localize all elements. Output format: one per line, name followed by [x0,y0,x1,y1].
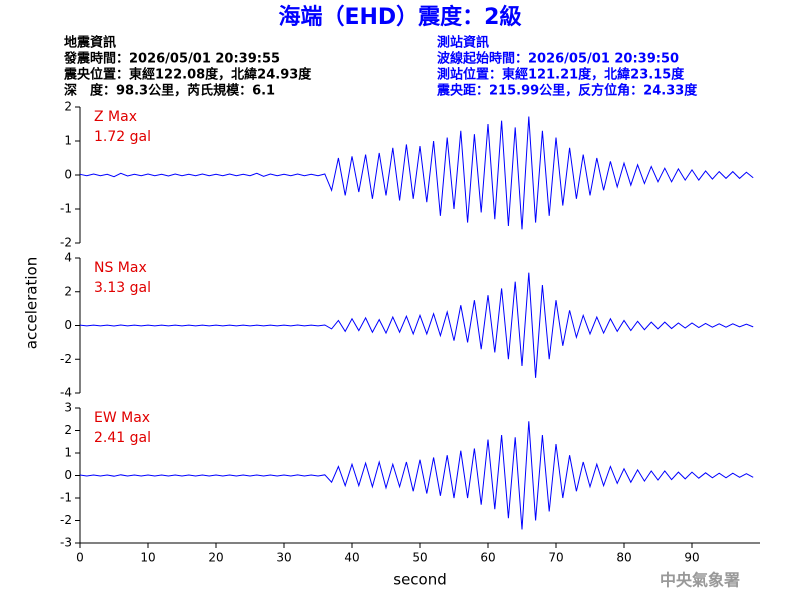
y-tick-label: 1 [64,446,72,460]
x-tick-label: 80 [616,551,631,565]
y-axis-label: acceleration [23,257,41,349]
x-tick-label: 40 [344,551,359,565]
x-tick-label: 30 [276,551,291,565]
info-line: 震央距：215.99公里，反方位角：24.33度 [436,83,698,99]
y-tick-label: -3 [60,536,72,550]
max-label: NS Max [94,260,147,276]
x-tick-label: 10 [140,551,155,565]
max-value: 1.72 gal [94,129,151,145]
waveform [79,116,754,230]
y-tick-label: -1 [60,491,72,505]
info-line: 深 度：98.3公里，芮氏規模：6.1 [64,83,275,99]
station-info: 測站資訊 波線起始時間：2026/05/01 20:39:50 測站位置：東經1… [436,35,698,99]
info-line: 波線起始時間：2026/05/01 20:39:50 [437,51,679,67]
y-tick-label: 2 [64,100,72,114]
info-line: 震央位置：東經122.08度，北緯24.93度 [63,67,312,83]
x-axis-label: second [393,571,447,589]
x-tick-label: 20 [208,551,223,565]
y-tick-label: -2 [60,513,72,527]
y-tick-label: 2 [64,423,72,437]
y-tick-label: 0 [64,468,72,482]
y-tick-label: 2 [64,284,72,298]
waveform [79,272,754,378]
max-value: 2.41 gal [94,430,151,446]
y-tick-label: 3 [64,401,72,415]
x-tick-label: 0 [76,551,84,565]
y-tick-label: 0 [64,318,72,332]
waveform [79,421,754,530]
info-line: 發震時間：2026/05/01 20:39:55 [63,51,280,67]
max-label: EW Max [94,410,150,426]
title: 海端（EHD）震度：2級 [278,4,521,30]
x-tick-label: 60 [480,551,495,565]
y-tick-label: -4 [60,386,72,400]
event-info: 地震資訊 發震時間：2026/05/01 20:39:55 震央位置：東經122… [63,35,312,99]
y-tick-label: 0 [64,168,72,182]
y-tick-label: -1 [60,202,72,216]
max-value: 3.13 gal [94,280,151,296]
x-tick-label: 50 [412,551,427,565]
y-tick-label: -2 [60,236,72,250]
info-line: 測站位置：東經121.21度，北緯23.15度 [437,67,685,83]
info-line: 地震資訊 [64,35,116,51]
y-tick-label: -2 [60,352,72,366]
info-line: 測站資訊 [437,35,489,51]
y-tick-label: 4 [64,251,72,265]
max-label: Z Max [94,109,137,125]
agency: 中央氣象署 [660,571,740,590]
x-tick-label: 90 [684,551,699,565]
x-tick-label: 70 [548,551,563,565]
y-tick-label: 1 [64,134,72,148]
